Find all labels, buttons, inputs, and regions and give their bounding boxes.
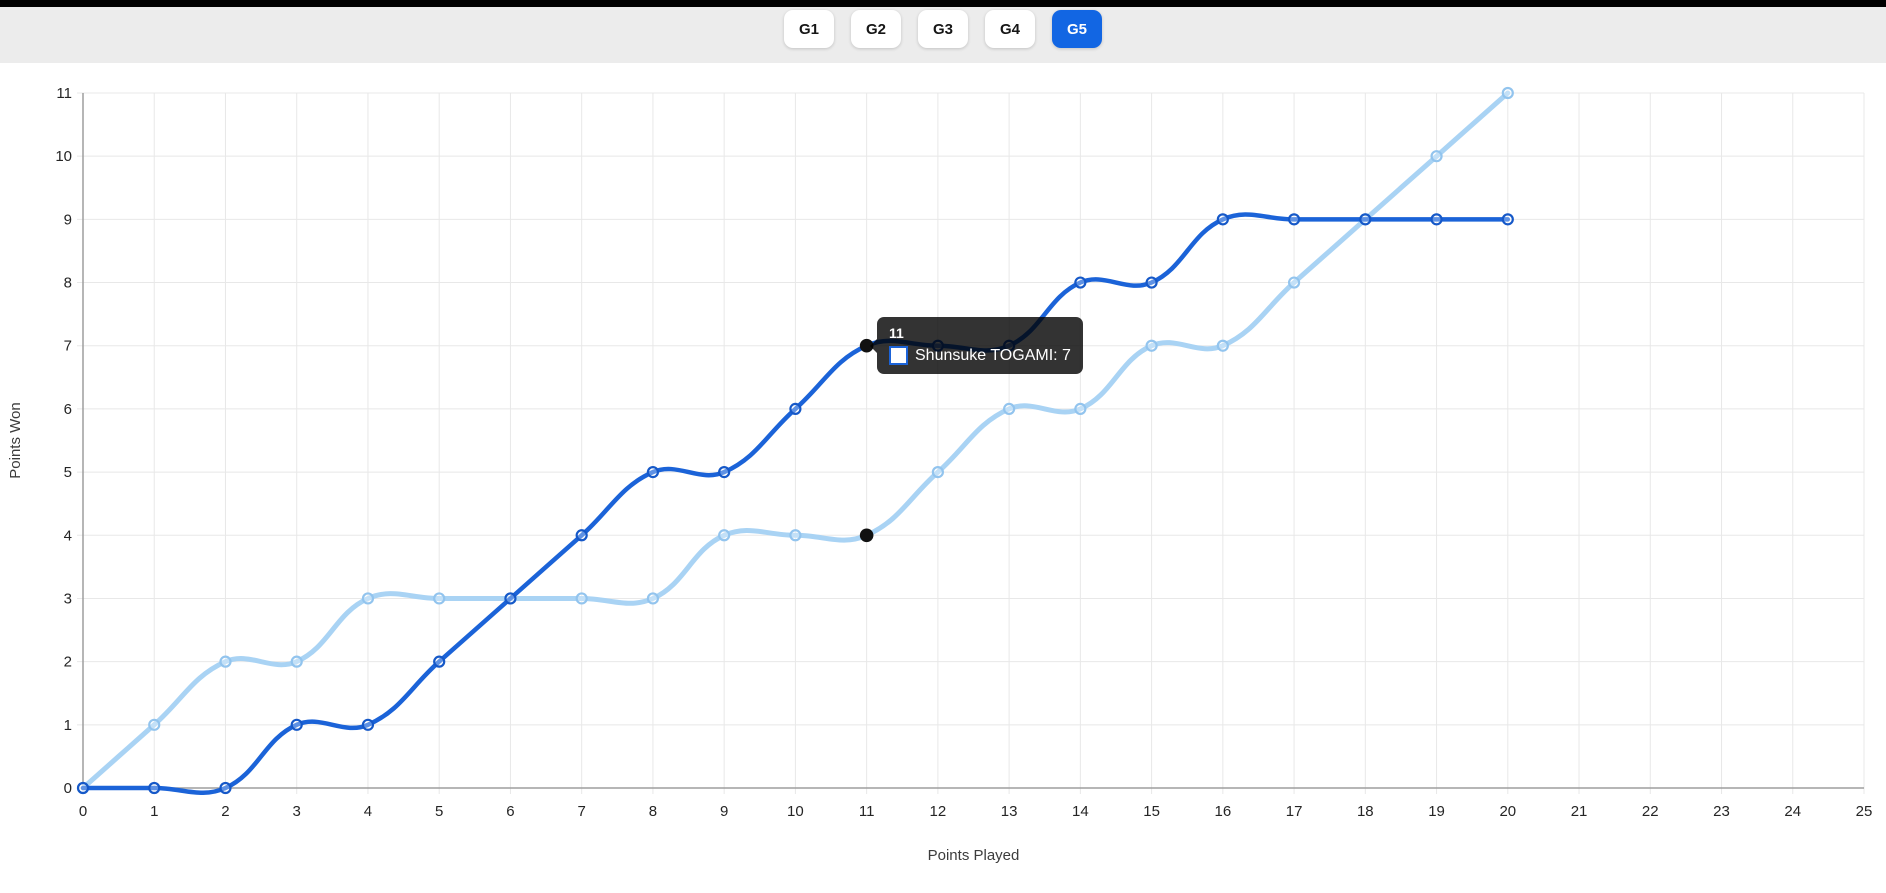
svg-text:10: 10 bbox=[787, 803, 804, 820]
svg-text:17: 17 bbox=[1286, 803, 1303, 820]
tab-g5[interactable]: G5 bbox=[1052, 10, 1102, 48]
tab-g1[interactable]: G1 bbox=[784, 10, 834, 48]
tab-g3[interactable]: G3 bbox=[918, 10, 968, 48]
svg-text:10: 10 bbox=[55, 148, 72, 165]
y-axis-title: Points Won bbox=[7, 402, 24, 478]
svg-text:4: 4 bbox=[64, 527, 72, 544]
svg-text:15: 15 bbox=[1143, 803, 1160, 820]
axis-border bbox=[82, 93, 1864, 789]
svg-text:21: 21 bbox=[1571, 803, 1588, 820]
tab-g4[interactable]: G4 bbox=[985, 10, 1035, 48]
svg-text:9: 9 bbox=[720, 803, 728, 820]
svg-text:3: 3 bbox=[64, 590, 72, 607]
svg-text:7: 7 bbox=[578, 803, 586, 820]
axis-titles: Points Played Points Won bbox=[7, 402, 1019, 864]
svg-text:22: 22 bbox=[1642, 803, 1659, 820]
series-swatch-icon bbox=[889, 346, 908, 365]
game-tab-bar: G1 G2 G3 G4 G5 bbox=[0, 7, 1886, 63]
svg-text:1: 1 bbox=[150, 803, 158, 820]
svg-text:8: 8 bbox=[64, 275, 72, 292]
svg-text:1: 1 bbox=[64, 717, 72, 734]
svg-text:11: 11 bbox=[859, 803, 875, 820]
svg-text:6: 6 bbox=[506, 803, 514, 820]
tooltip-title: 11 bbox=[889, 325, 904, 341]
svg-text:11: 11 bbox=[56, 85, 72, 102]
svg-text:5: 5 bbox=[64, 464, 72, 481]
svg-text:0: 0 bbox=[64, 780, 72, 797]
svg-text:9: 9 bbox=[64, 211, 72, 228]
svg-text:19: 19 bbox=[1428, 803, 1445, 820]
svg-text:20: 20 bbox=[1499, 803, 1516, 820]
tab-g2[interactable]: G2 bbox=[851, 10, 901, 48]
svg-text:18: 18 bbox=[1357, 803, 1374, 820]
tooltip-series-value: Shunsuke TOGAMI: 7 bbox=[915, 346, 1071, 364]
svg-text:3: 3 bbox=[293, 803, 301, 820]
svg-text:14: 14 bbox=[1072, 803, 1089, 820]
svg-text:2: 2 bbox=[64, 654, 72, 671]
svg-text:25: 25 bbox=[1856, 803, 1873, 820]
svg-text:4: 4 bbox=[364, 803, 372, 820]
svg-text:24: 24 bbox=[1784, 803, 1801, 820]
chart-tooltip: 11 Shunsuke TOGAMI: 7 bbox=[870, 317, 1083, 374]
svg-text:12: 12 bbox=[930, 803, 947, 820]
gridlines bbox=[77, 92, 1865, 794]
tick-labels: 0 1 2 3 4 5 6 7 8 9 10 11 12 13 14 15 16 17 18 19 20 21 22 23 24… bbox=[55, 85, 1872, 820]
svg-text:7: 7 bbox=[64, 338, 72, 355]
tooltip-row: Shunsuke TOGAMI: 7 bbox=[889, 346, 1071, 365]
svg-text:13: 13 bbox=[1001, 803, 1018, 820]
svg-text:23: 23 bbox=[1713, 803, 1730, 820]
svg-text:5: 5 bbox=[435, 803, 443, 820]
top-black-bar bbox=[0, 0, 1886, 7]
svg-text:2: 2 bbox=[221, 803, 229, 820]
svg-text:16: 16 bbox=[1214, 803, 1231, 820]
svg-text:0: 0 bbox=[79, 803, 87, 820]
x-axis-title: Points Played bbox=[928, 847, 1020, 864]
svg-text:6: 6 bbox=[64, 401, 72, 418]
svg-text:8: 8 bbox=[649, 803, 657, 820]
